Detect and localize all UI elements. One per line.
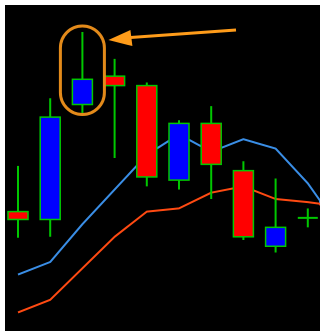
candle-body [200, 122, 222, 166]
candle-2 [39, 98, 61, 237]
candle-body [136, 84, 158, 178]
arrow-shaft [122, 28, 237, 40]
candle-7 [200, 106, 222, 199]
candle-body [71, 78, 94, 106]
candle-10 [297, 208, 318, 228]
candle-3 [71, 32, 94, 114]
candle-5 [136, 82, 158, 187]
candles-layer [7, 32, 318, 253]
candle-body [7, 210, 29, 221]
candle-body [232, 169, 255, 238]
candle-1 [7, 165, 29, 238]
moving-average-layer [17, 133, 320, 314]
moving-average-line-2 [17, 185, 320, 314]
moving-average-line-1 [17, 133, 320, 276]
candle-body [103, 75, 126, 87]
highlight-ellipse [58, 24, 106, 116]
candle-9 [264, 178, 287, 253]
arrow-head [108, 30, 133, 47]
candle-6 [168, 120, 190, 190]
candle-body [168, 122, 190, 181]
annotation-layer [58, 24, 237, 116]
candle-body [39, 116, 61, 221]
candle-8 [232, 161, 255, 240]
candle-body [264, 226, 287, 248]
